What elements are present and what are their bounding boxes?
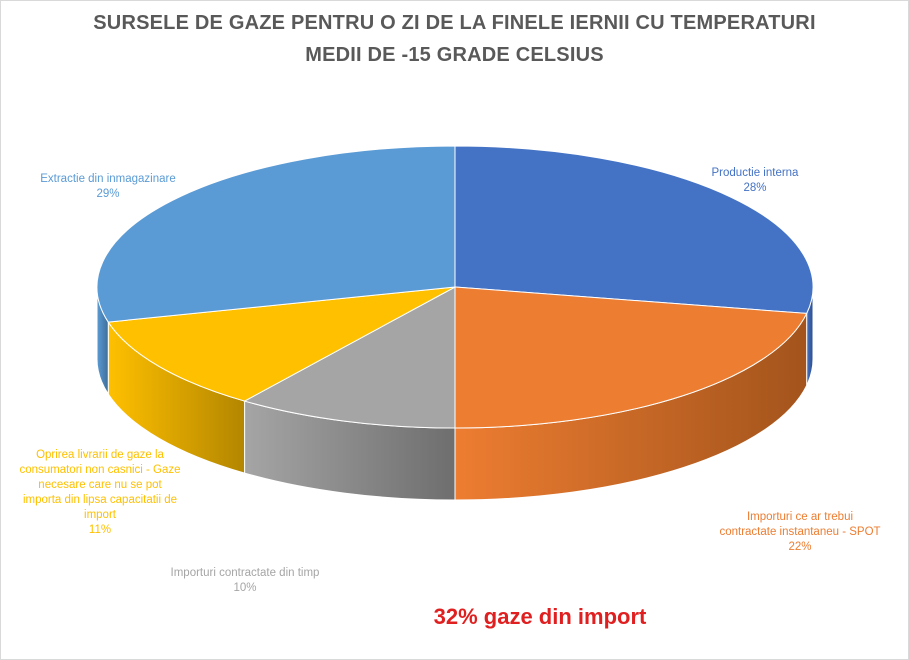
- chart-title-line-1: SURSELE DE GAZE PENTRU O ZI DE LA FINELE…: [93, 12, 816, 34]
- slice-label-percent: 11%: [88, 524, 112, 536]
- slice-label-percent: 10%: [233, 582, 257, 594]
- slice-label-importuri-din-timp: Importuri contractate din timp 10%: [150, 566, 340, 596]
- pie-slice: [96, 145, 456, 323]
- slice-label-line: import: [84, 509, 116, 521]
- slice-label-line: Importuri ce ar trebui: [746, 511, 854, 523]
- pie-slice: [454, 286, 808, 429]
- slice-label-text: Productie interna: [711, 167, 799, 179]
- slice-label-line: consumatori non casnici - Gaze: [19, 464, 181, 476]
- slice-label-line: necesare care nu se pot: [38, 479, 162, 491]
- slice-label-text: Importuri contractate din timp: [170, 567, 320, 579]
- slice-label-line: contractate instantaneu - SPOT: [719, 526, 881, 538]
- pie-slice: [454, 145, 814, 314]
- slice-label-productie-interna: Productie interna 28%: [690, 166, 820, 196]
- slice-label-importuri-spot: Importuri ce ar trebui contractate insta…: [710, 510, 890, 555]
- slice-label-percent: 29%: [96, 188, 120, 200]
- chart-title-line-2: MEDII DE -15 GRADE CELSIUS: [305, 44, 604, 66]
- pie-slice: [107, 286, 456, 402]
- slice-label-text: Extractie din inmagazinare: [40, 173, 176, 185]
- slice-label-extractie-inmagazinare: Extractie din inmagazinare 29%: [28, 172, 188, 202]
- pie-slice: [243, 286, 456, 429]
- slice-label-percent: 28%: [743, 182, 767, 194]
- slice-label-percent: 22%: [788, 541, 812, 553]
- slice-label-line: importa din lipsa capacitatii de: [22, 494, 178, 506]
- slice-label-oprirea-livrarii: Oprirea livrarii de gaze la consumatori …: [2, 448, 198, 538]
- import-share-note: 32% gaze din import: [433, 604, 647, 629]
- slice-label-line: Oprirea livrarii de gaze la: [36, 449, 164, 461]
